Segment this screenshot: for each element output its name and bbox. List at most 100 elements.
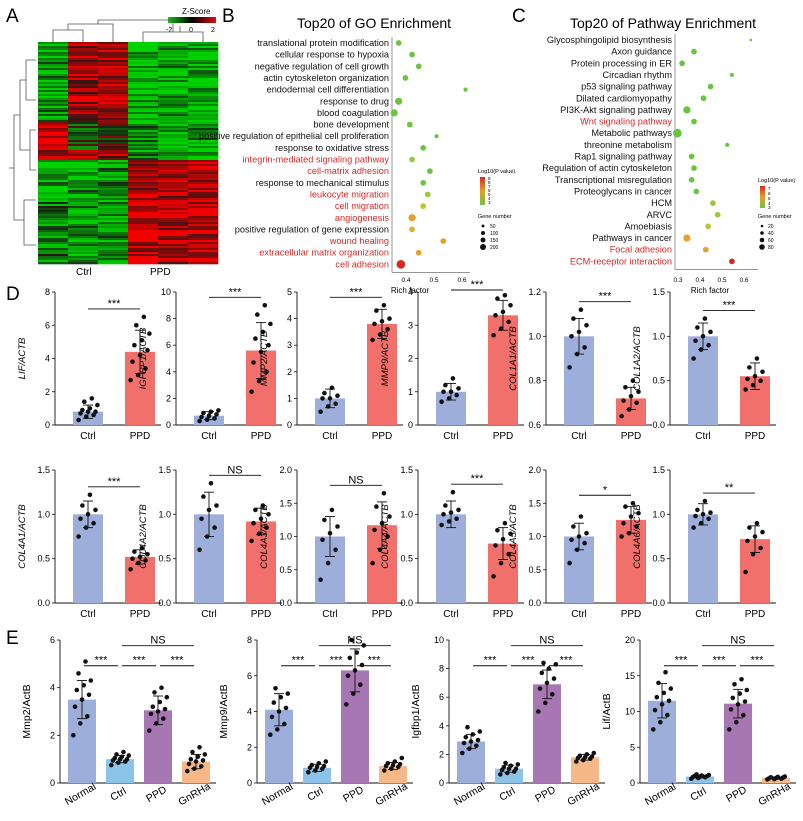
- heatmap-cell: [98, 88, 129, 91]
- heatmap-cell: [68, 74, 99, 77]
- heatmap-cell: [128, 148, 159, 151]
- data-point: [381, 303, 387, 308]
- pathway-dot: [673, 128, 682, 138]
- heatmap-cell: [38, 94, 69, 97]
- row-dendrogram: [9, 59, 36, 246]
- go-dot: [395, 40, 402, 46]
- heatmap-cell: [128, 174, 159, 177]
- heatmap-cell: [98, 202, 129, 205]
- data-point: [628, 514, 634, 519]
- y-axis-label: COL4A5/ACTB: [508, 504, 519, 569]
- data-point: [698, 347, 704, 352]
- heatmap-cell: [158, 68, 189, 71]
- data-point: [454, 392, 459, 398]
- heatmap-cell: [68, 56, 99, 59]
- heatmap-cell: [128, 60, 159, 63]
- y-axis-label: COL4A6/ACTB: [632, 504, 643, 569]
- category-label: PPD: [372, 431, 393, 442]
- data-point: [758, 545, 763, 551]
- heatmap-cell: [38, 262, 69, 265]
- heatmap-cell: [38, 110, 69, 113]
- heatmap-cell: [188, 88, 219, 91]
- heatmap-cell: [188, 64, 219, 67]
- data-point: [750, 551, 756, 557]
- data-point: [441, 389, 446, 395]
- heatmap-cell: [128, 86, 159, 89]
- heatmap-cell: [158, 218, 189, 221]
- go-term-label: integrin-mediated signaling pathway: [242, 155, 389, 165]
- heatmap-cell: [188, 136, 219, 139]
- y-tick-label: 4: [247, 707, 252, 717]
- heatmap-cell: [38, 108, 69, 111]
- category-label: PPD: [341, 784, 366, 805]
- significance-label: ***: [95, 655, 109, 667]
- heatmap-cell: [68, 126, 99, 129]
- heatmap-cell: [188, 80, 219, 83]
- heatmap-cell: [98, 120, 129, 123]
- heatmap-cell: [158, 152, 189, 155]
- heatmap-cell: [98, 226, 129, 229]
- heatmap-cell: [188, 210, 219, 213]
- heatmap-cell: [188, 196, 219, 199]
- heatmap-cell: [128, 194, 159, 197]
- heatmap-cell: [68, 262, 99, 265]
- heatmap-cell: [98, 222, 129, 225]
- heatmap-cell: [38, 254, 69, 257]
- barplot-d-1: 0 2 4 6 8 10 IGFBP1/ACTB Ctrl PPD ***: [138, 286, 282, 442]
- heatmap-cell: [128, 120, 159, 123]
- data-point: [258, 349, 264, 355]
- heatmap-cell: [158, 118, 189, 121]
- heatmap-cell: [68, 132, 99, 135]
- heatmap-cell: [128, 124, 159, 127]
- heatmap-cell: [68, 228, 99, 231]
- heatmap-cell: [158, 238, 189, 241]
- heatmap-cell: [38, 46, 69, 49]
- heatmap-cell: [188, 76, 219, 79]
- pathway-term-label: Axon guidance: [611, 47, 672, 57]
- heatmap-cell: [188, 104, 219, 107]
- data-point: [83, 525, 89, 530]
- category-label: Ctrl: [322, 431, 338, 442]
- heatmap-cell: [158, 250, 189, 253]
- heatmap-cell: [188, 46, 219, 49]
- data-point: [505, 770, 510, 776]
- pathway-size-dot-2: [760, 231, 764, 235]
- y-tick-label: 0.5: [158, 554, 171, 564]
- data-point: [694, 772, 699, 777]
- heatmap-cell: [68, 218, 99, 221]
- heatmap-cell: [38, 92, 69, 95]
- heatmap-cell: [158, 112, 189, 115]
- data-point: [475, 737, 481, 743]
- heatmap-cell: [158, 102, 189, 105]
- heatmap-cell: [128, 208, 159, 211]
- category-label: PPD: [745, 431, 766, 442]
- heatmap-cell: [38, 202, 69, 205]
- data-point: [387, 316, 392, 321]
- heatmap-cell: [68, 186, 99, 189]
- y-tick-label: 3: [287, 340, 292, 350]
- data-point: [121, 749, 126, 755]
- heatmap-cell: [188, 128, 219, 131]
- heatmap-cell: [98, 198, 129, 201]
- zscore-tick-min: -2: [166, 27, 172, 34]
- data-point: [543, 700, 548, 706]
- heatmap-cell: [38, 190, 69, 193]
- panel-letter-a: A: [6, 6, 19, 27]
- significance-label: ***: [560, 655, 574, 667]
- heatmap-cell: [98, 172, 129, 175]
- y-tick-label: 15: [625, 671, 635, 681]
- y-tick-label: 10: [161, 287, 171, 297]
- heatmap-cell: [158, 74, 189, 77]
- heatmap-cell: [158, 82, 189, 85]
- heatmap-cell: [98, 96, 129, 99]
- pathway-dot: [705, 223, 712, 230]
- data-point: [87, 406, 93, 411]
- data-point: [320, 396, 325, 401]
- data-point: [706, 516, 711, 522]
- data-point: [754, 356, 760, 361]
- data-point: [333, 547, 338, 553]
- data-point: [354, 650, 360, 655]
- heatmap-cell: [38, 214, 69, 217]
- y-tick-label: 2.0: [528, 465, 541, 475]
- data-point: [80, 503, 85, 508]
